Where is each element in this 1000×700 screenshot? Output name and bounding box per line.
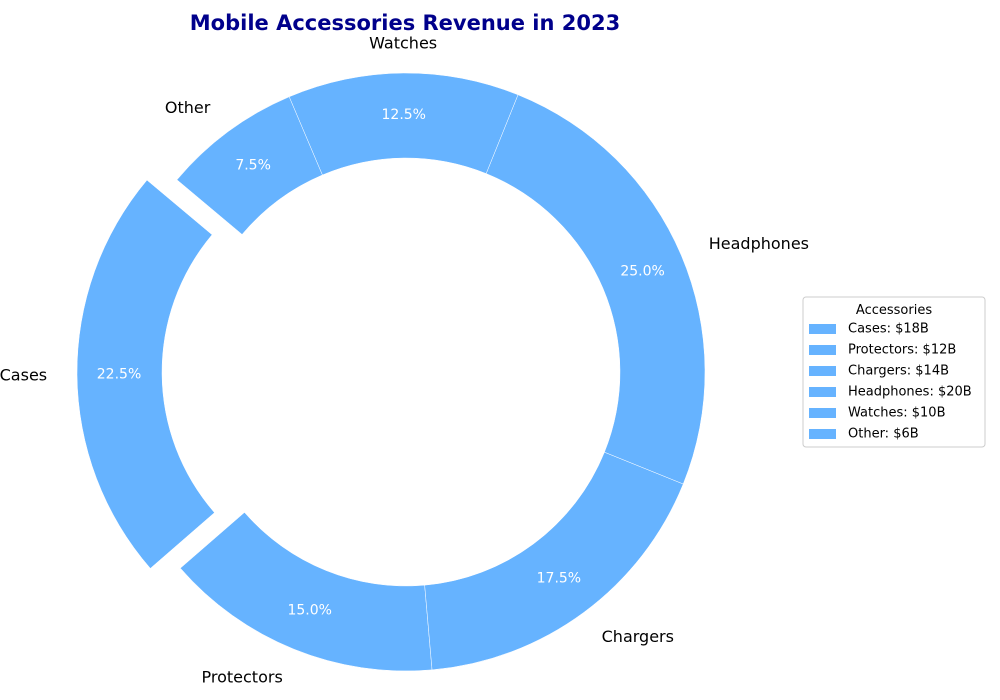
percent-label-headphones: 25.0% [620,264,664,280]
legend-title: Accessories [856,303,932,318]
percent-label-protectors: 15.0% [287,602,331,618]
legend-swatch-cases [809,324,836,334]
legend-swatch-chargers [809,366,836,376]
percent-label-chargers: 17.5% [537,571,581,587]
chart-title: Mobile Accessories Revenue in 2023 [190,11,620,35]
slices-layer [76,72,706,672]
percent-label-other: 7.5% [235,157,271,173]
slice-other [176,96,323,235]
legend-frame [802,296,986,448]
outer-labels-layer: Cases Protectors Chargers Headphones Watches… [0,34,809,687]
legend-entry-other: Other: $6B [848,427,919,442]
legend-swatch-other [809,429,836,439]
legend-entry-watches: Watches: $10B [848,406,946,421]
legend-entry-headphones: Headphones: $20B [848,385,972,400]
percent-labels-layer: 22.5% 15.0% 17.5% 25.0% 12.5% 7.5% [97,107,665,618]
slice-headphones [485,94,706,485]
percent-label-cases: 22.5% [97,367,141,383]
legend-entry-chargers: Chargers: $14B [848,364,949,379]
slice-cases [76,179,215,569]
slice-label-cases: Cases [0,366,47,385]
percent-label-watches: 12.5% [382,107,426,123]
legend-swatch-headphones [809,387,836,397]
legend-entries: Cases: $18B Protectors: $12B Chargers: $14… [809,322,972,442]
legend-swatch-protectors [809,345,836,355]
legend-entry-protectors: Protectors: $12B [848,343,956,358]
slice-label-headphones: Headphones [709,234,809,253]
slice-protectors [179,512,433,672]
legend-entry-cases: Cases: $18B [848,322,929,337]
legend-swatch-watches [809,408,836,418]
slice-label-chargers: Chargers [602,627,674,646]
slice-label-other: Other [165,98,211,117]
slice-watches [288,72,519,176]
slice-label-watches: Watches [369,34,437,53]
slice-label-protectors: Protectors [202,667,283,686]
